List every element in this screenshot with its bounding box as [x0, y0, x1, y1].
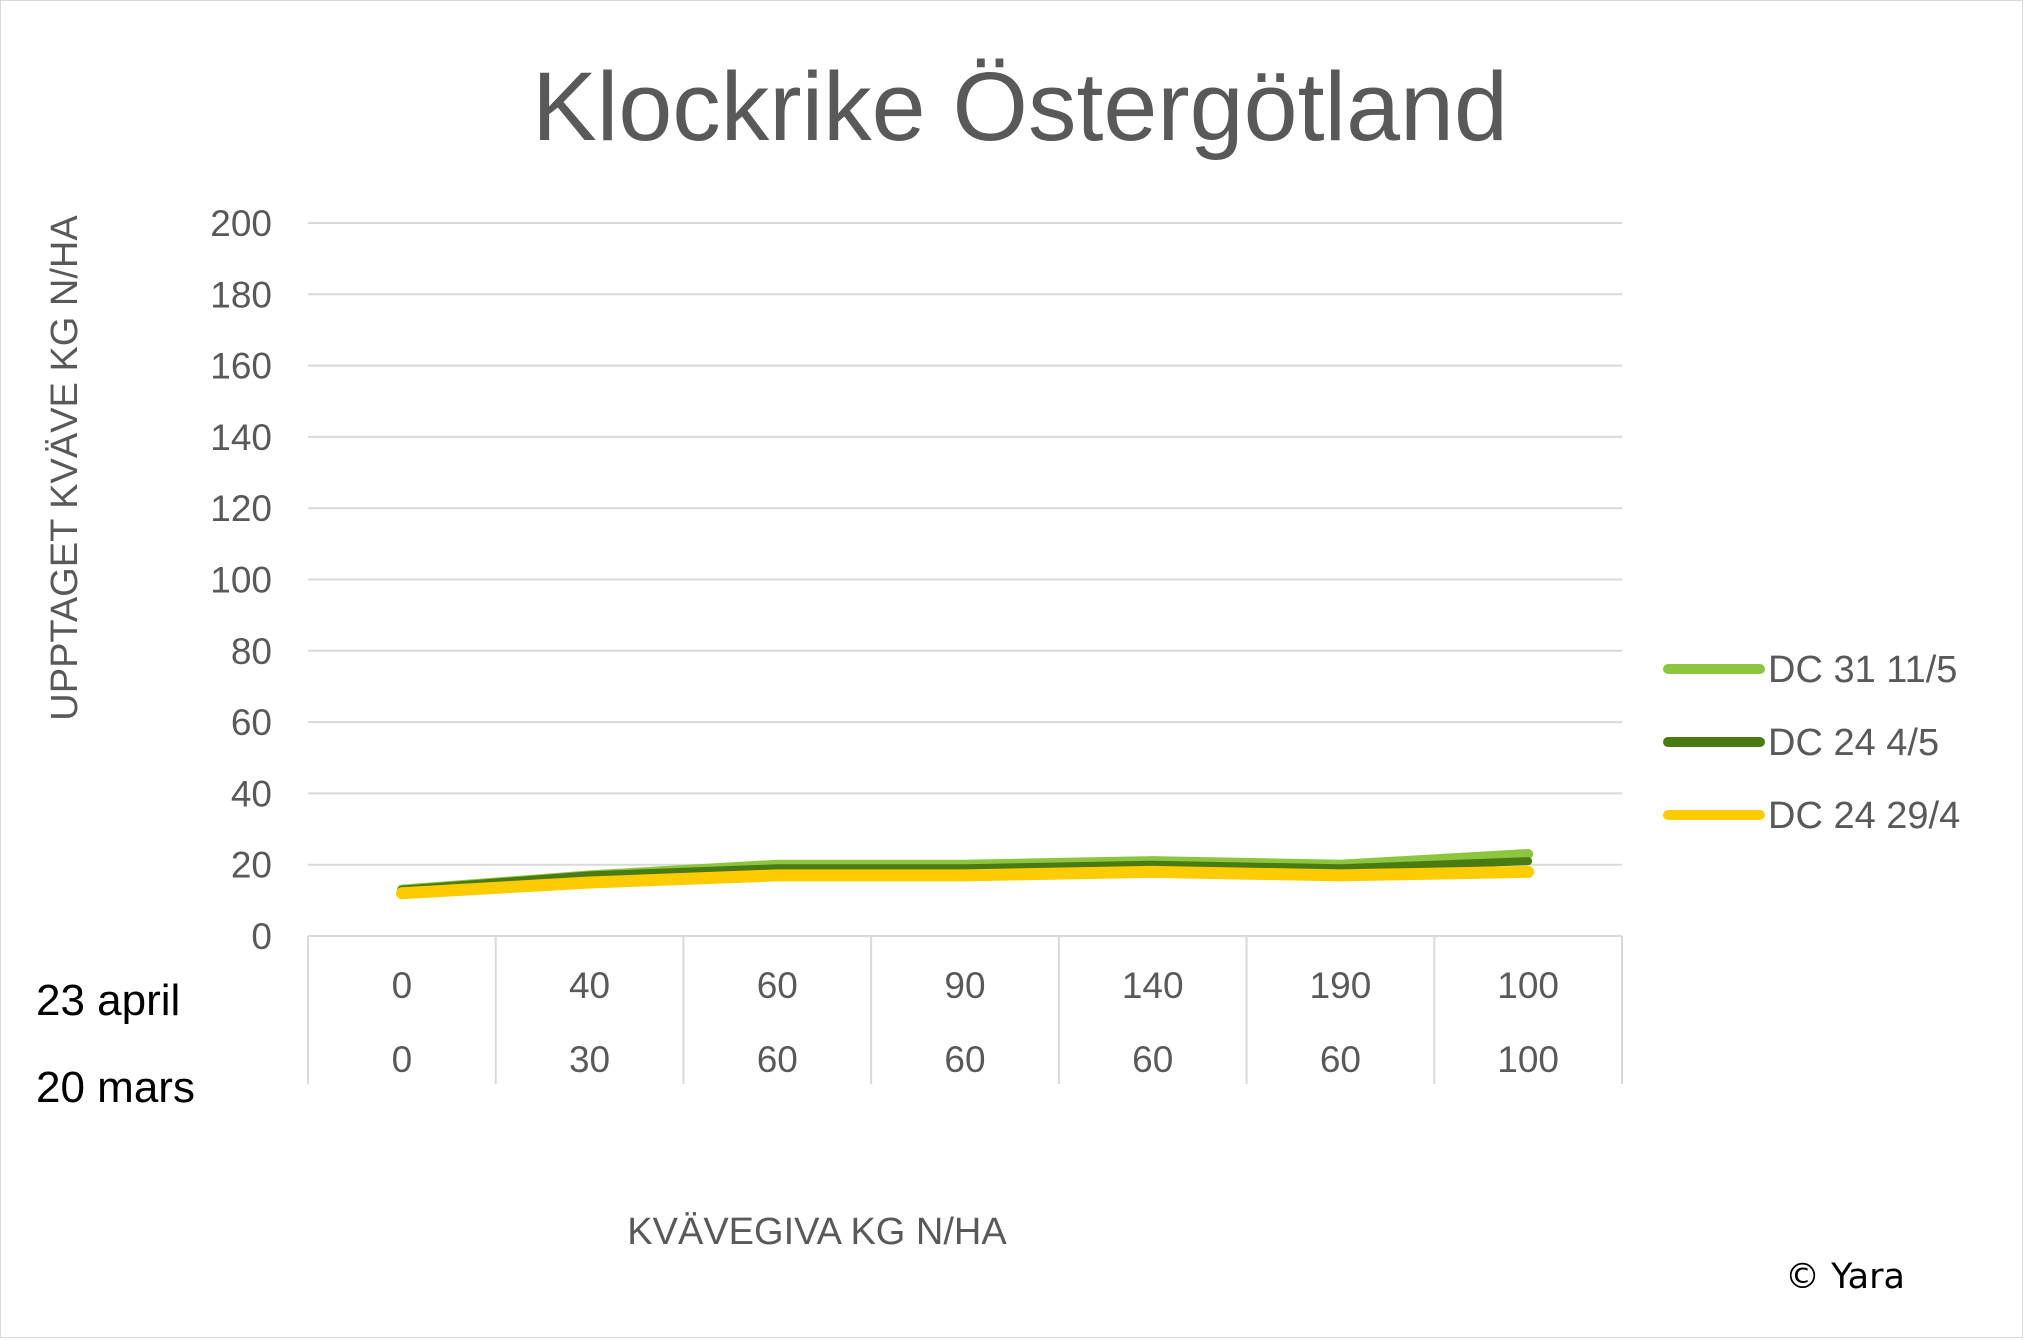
- y-tick-label: 0: [251, 916, 272, 957]
- x-tick-label: 60: [757, 1039, 798, 1080]
- legend-label: DC 24 4/5: [1768, 722, 1939, 764]
- copyright-watermark: © Yara: [1785, 1257, 1905, 1297]
- y-tick-label: 100: [210, 560, 272, 601]
- y-tick-label: 200: [210, 203, 272, 244]
- gridlines: [308, 222, 1622, 866]
- series-line: [395, 865, 1535, 900]
- y-tick-label: 140: [210, 417, 272, 458]
- x-tick-label: 30: [569, 1039, 610, 1080]
- x-tick-label: 0: [392, 1039, 413, 1080]
- x-tick-label: 60: [757, 965, 798, 1006]
- y-tick-label: 120: [210, 488, 272, 529]
- x-axis: 0 40 60 90 140 190 100 0 30 60 60 60 60 100: [307, 935, 1623, 1084]
- y-tick-label: 20: [231, 845, 272, 886]
- legend: DC 31 11/5 DC 24 4/5 DC 24 29/4: [1663, 649, 1960, 837]
- x-tick-label: 190: [1310, 965, 1372, 1006]
- legend-label: DC 24 29/4: [1768, 795, 1960, 837]
- category-row-label: 23 april: [36, 976, 180, 1025]
- x-tick-label: 60: [944, 1039, 985, 1080]
- y-tick-label: 160: [210, 346, 272, 387]
- y-axis-ticks: 0 20 40 60 80 100 120 140 160 180 200: [210, 203, 272, 957]
- y-tick-label: 80: [231, 631, 272, 672]
- x-tick-label: 140: [1122, 965, 1184, 1006]
- y-tick-label: 40: [231, 773, 272, 814]
- chart-title: Klockrike Östergötland: [532, 52, 1508, 161]
- y-axis-title: UPPTAGET KVÄVE KG N/HA: [44, 215, 86, 721]
- x-tick-label: 0: [392, 965, 413, 1006]
- y-tick-label: 180: [210, 274, 272, 315]
- x-axis-title: KVÄVEGIVA KG N/HA: [627, 1211, 1007, 1253]
- x-tick-label: 100: [1497, 1039, 1559, 1080]
- series-line: [397, 857, 1533, 894]
- category-row-label: 20 mars: [36, 1063, 195, 1112]
- x-tick-label: 100: [1497, 965, 1559, 1006]
- series-lines: [395, 849, 1535, 900]
- x-tick-label: 60: [1320, 1039, 1361, 1080]
- x-tick-label: 40: [569, 965, 610, 1006]
- y-tick-label: 60: [231, 702, 272, 743]
- x-tick-label: 90: [944, 965, 985, 1006]
- x-tick-label: 60: [1132, 1039, 1173, 1080]
- legend-label: DC 31 11/5: [1768, 649, 1957, 691]
- category-row-labels: 23 april 20 mars: [36, 976, 195, 1112]
